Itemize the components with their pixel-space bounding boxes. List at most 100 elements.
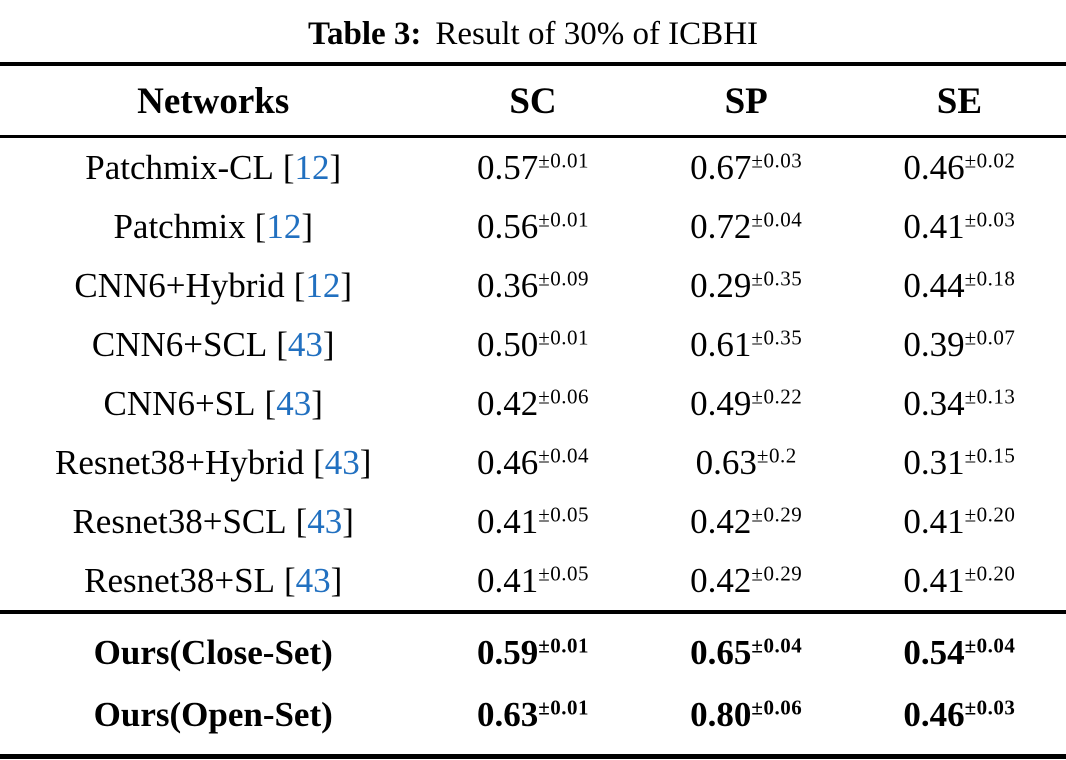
table-row-ours: Ours(Close-Set) 0.59±0.01 0.65±0.04 0.54…	[0, 612, 1066, 684]
sp-cell: 0.65±0.04	[640, 612, 853, 684]
sc-error: ±0.01	[538, 147, 590, 172]
se-value: 0.41	[903, 560, 965, 600]
header-networks: Networks	[137, 81, 290, 122]
network-name: Resnet38+Hybrid	[54, 442, 305, 482]
citation-close-bracket: ]	[322, 324, 335, 364]
sc-value: 0.63	[476, 695, 539, 734]
citation-link[interactable]: 43	[307, 501, 343, 541]
citation-link[interactable]: 12	[305, 265, 341, 305]
citation-close-bracket: ]	[301, 206, 313, 246]
citation: [12]	[294, 266, 352, 305]
network-name: Ours(Close-Set)	[93, 633, 333, 672]
sp-value: 0.80	[690, 695, 752, 734]
sc-value: 0.56	[476, 206, 539, 246]
header-sc: SC	[509, 81, 557, 122]
sp-cell: 0.42±0.29	[640, 551, 853, 612]
sc-value: 0.57	[476, 147, 539, 187]
table-header: Networks SC SP SE	[0, 64, 1066, 137]
sp-error: ±0.04	[751, 206, 803, 231]
sc-cell: 0.50±0.01	[426, 315, 639, 374]
se-cell: 0.39±0.07	[853, 315, 1066, 374]
citation-close-bracket: ]	[342, 501, 354, 541]
citation-link[interactable]: 43	[276, 383, 312, 423]
sc-cell: 0.63±0.01	[426, 684, 639, 757]
citation-close-bracket: ]	[359, 442, 372, 482]
citation-link[interactable]: 43	[287, 324, 323, 364]
table-row: CNN6+SL [43] 0.42±0.06 0.49±0.22 0.34±0.1…	[0, 374, 1066, 433]
sc-value: 0.42	[476, 383, 539, 423]
network-cell: CNN6+SL [43]	[0, 374, 426, 433]
se-cell: 0.34±0.13	[853, 374, 1066, 433]
network-name: Ours(Open-Set)	[93, 695, 333, 734]
network-cell: CNN6+Hybrid [12]	[0, 256, 426, 315]
citation-link[interactable]: 12	[294, 147, 330, 187]
se-value: 0.54	[903, 633, 965, 672]
network-name: CNN6+SL	[103, 383, 256, 423]
table-row: Resnet38+SCL [43] 0.41±0.05 0.42±0.29 0.4…	[0, 492, 1066, 551]
se-error: ±0.20	[964, 501, 1016, 526]
sc-error: ±0.06	[538, 383, 590, 408]
header-se: SE	[936, 81, 983, 122]
network-cell: Patchmix-CL [12]	[0, 137, 426, 198]
se-error: ±0.02	[964, 147, 1016, 172]
sp-cell: 0.61±0.35	[640, 315, 853, 374]
se-cell: 0.46±0.03	[853, 684, 1066, 757]
sp-cell: 0.67±0.03	[640, 137, 853, 198]
citation: [12]	[255, 207, 313, 246]
se-value: 0.44	[903, 265, 965, 305]
citation: [43]	[296, 502, 354, 541]
citation-link[interactable]: 43	[295, 560, 331, 600]
se-cell: 0.54±0.04	[853, 612, 1066, 684]
sc-cell: 0.42±0.06	[426, 374, 639, 433]
se-value: 0.41	[903, 206, 965, 246]
se-error: ±0.03	[964, 695, 1016, 720]
sc-cell: 0.41±0.05	[426, 492, 639, 551]
sp-error: ±0.29	[751, 501, 803, 526]
header-row: Networks SC SP SE	[0, 64, 1066, 137]
table-caption-label: Table 3:	[307, 16, 422, 52]
citation-close-bracket: ]	[330, 560, 343, 600]
sp-error: ±0.35	[751, 265, 803, 290]
citation-link[interactable]: 43	[324, 442, 360, 482]
network-name: Patchmix	[113, 206, 246, 246]
citation-link[interactable]: 12	[266, 206, 302, 246]
citation-open-bracket: [	[254, 206, 267, 246]
sp-cell: 0.80±0.06	[640, 684, 853, 757]
sp-value: 0.61	[690, 324, 752, 364]
sp-error: ±0.04	[751, 633, 803, 658]
sc-cell: 0.56±0.01	[426, 197, 639, 256]
se-error: ±0.18	[964, 265, 1016, 290]
sc-value: 0.59	[476, 633, 539, 672]
sp-value: 0.49	[690, 383, 752, 423]
sp-value: 0.72	[690, 206, 752, 246]
se-error: ±0.07	[964, 324, 1016, 349]
network-cell: Patchmix [12]	[0, 197, 426, 256]
citation-open-bracket: [	[282, 147, 295, 187]
se-cell: 0.41±0.20	[853, 492, 1066, 551]
sp-cell: 0.49±0.22	[640, 374, 853, 433]
citation-close-bracket: ]	[329, 147, 342, 187]
sc-cell: 0.36±0.09	[426, 256, 639, 315]
network-cell: Resnet38+Hybrid [43]	[0, 433, 426, 492]
se-cell: 0.41±0.20	[853, 551, 1066, 612]
sc-value: 0.41	[476, 501, 539, 541]
table-caption: Table 3: Result of 30% of ICBHI	[0, 0, 1066, 62]
se-value: 0.46	[903, 147, 965, 187]
se-cell: 0.31±0.15	[853, 433, 1066, 492]
sc-error: ±0.04	[538, 442, 590, 467]
citation-open-bracket: [	[283, 560, 296, 600]
citation: [12]	[283, 148, 341, 187]
sp-cell: 0.42±0.29	[640, 492, 853, 551]
sc-cell: 0.41±0.05	[426, 551, 639, 612]
se-value: 0.41	[903, 501, 965, 541]
sp-value: 0.63	[695, 442, 757, 482]
sp-cell: 0.63±0.2	[640, 433, 853, 492]
sc-error: ±0.01	[538, 633, 590, 658]
citation: [43]	[276, 325, 334, 364]
se-error: ±0.13	[964, 383, 1016, 408]
sp-error: ±0.06	[751, 695, 803, 720]
sc-error: ±0.01	[538, 324, 590, 349]
se-value: 0.46	[903, 695, 965, 734]
sp-value: 0.67	[690, 147, 752, 187]
